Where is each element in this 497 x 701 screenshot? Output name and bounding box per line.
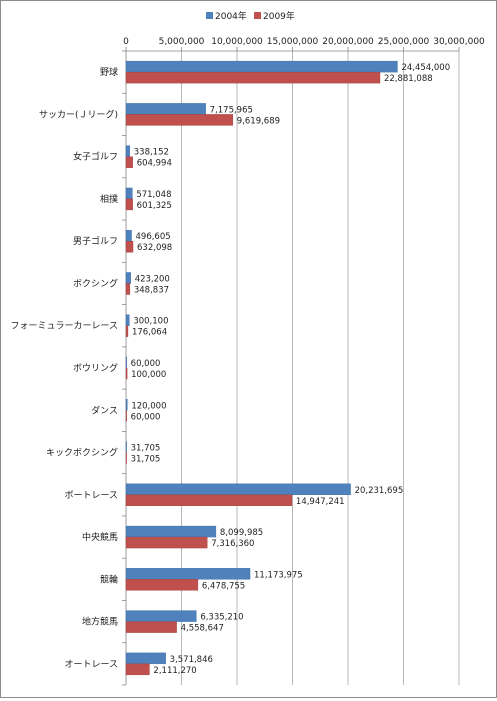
data-label-2004: 7,175,965	[210, 105, 253, 115]
category-label: 男子ゴルフ	[73, 235, 118, 247]
category-label: ボウリング	[73, 362, 118, 374]
data-label-2009: 60,000	[131, 412, 161, 422]
bars	[125, 60, 398, 676]
bar-2004	[125, 229, 132, 242]
bar-2009	[125, 663, 150, 676]
bar-2009	[125, 367, 128, 380]
category-label: フォーミュラーカーレース	[10, 321, 118, 332]
bar-2004	[125, 568, 251, 580]
data-label-2004: 60,000	[131, 359, 161, 369]
bar-2009	[125, 579, 199, 591]
bar-2004	[125, 187, 133, 200]
data-label-2009: 4,558,647	[181, 624, 224, 634]
data-label-2009: 348,837	[134, 285, 169, 295]
category-label: 女子ゴルフ	[73, 151, 118, 163]
data-label-2004: 3,571,846	[170, 655, 213, 665]
category-label: ダンス	[91, 404, 118, 416]
data-label-2004: 20,231,695	[355, 486, 404, 496]
data-label-2004: 8,099,985	[220, 528, 263, 538]
data-label-2009: 100,000	[131, 370, 166, 380]
data-label-2009: 9,619,689	[237, 116, 280, 126]
category-label: 地方競馬	[82, 616, 118, 628]
bar-2009	[125, 198, 133, 211]
bar-2009	[125, 494, 293, 506]
data-label-2004: 6,335,210	[200, 613, 243, 623]
category-label: 相撲	[100, 193, 118, 205]
data-label-2004: 496,605	[136, 232, 171, 242]
bar-2004	[125, 103, 206, 115]
bar-2009	[125, 325, 129, 337]
bar-2009	[125, 71, 381, 84]
x-axis: 0 5,000,000 10,000,000 15,000,000 20,000,000…	[123, 37, 485, 52]
bar-2004	[125, 356, 127, 369]
category-label: 競輪	[100, 573, 118, 585]
bar-2004	[125, 441, 127, 453]
x-tick-label: 10,000,000	[211, 37, 263, 47]
bar-2004	[125, 483, 351, 495]
data-label-2004: 338,152	[134, 148, 169, 158]
x-tick-label: 25,000,000	[378, 37, 430, 47]
bar-2004	[125, 652, 166, 665]
data-label-2009: 31,705	[131, 455, 161, 465]
bar-2004	[125, 145, 130, 157]
category-label: サッカー(Ｊリーグ)	[39, 108, 118, 120]
x-tick-label: 15,000,000	[267, 37, 319, 47]
category-label: ボートレース	[64, 490, 118, 501]
data-label-2004: 24,454,000	[401, 63, 450, 73]
category-label: ボクシング	[73, 277, 118, 289]
category-label: キックボクシング	[46, 447, 118, 459]
data-label-2009: 7,316,360	[211, 539, 254, 549]
data-label-2009: 601,325	[137, 201, 172, 211]
data-label-2009: 2,111,270	[153, 666, 196, 676]
bar-2009	[125, 114, 233, 126]
category-label: オートレース	[64, 659, 118, 670]
bar-2009	[125, 240, 134, 253]
data-label-2004: 120,000	[131, 401, 166, 411]
legend-swatch-2009	[254, 12, 261, 19]
bar-2004	[125, 525, 217, 538]
data-label-2004: 423,200	[135, 274, 170, 284]
bar-2009	[125, 156, 133, 168]
data-label-2009: 22,881,088	[384, 74, 433, 84]
data-label-2004: 300,100	[133, 317, 168, 327]
data-label-2009: 176,064	[132, 328, 167, 338]
data-label-2004: 571,048	[136, 190, 171, 200]
legend-label-2009: 2009年	[263, 10, 295, 22]
x-tick-label: 30,000,000	[433, 37, 485, 47]
bar-2009	[125, 410, 127, 422]
x-tick-label: 0	[123, 37, 129, 47]
legend-label-2004: 2004年	[215, 10, 247, 22]
data-label-2009: 632,098	[137, 243, 172, 253]
bar-2004	[125, 314, 130, 326]
data-label-2009: 14,947,241	[296, 497, 345, 507]
bar-2009	[125, 536, 208, 549]
category-label: 野球	[100, 66, 118, 78]
data-label-2004: 11,173,975	[254, 570, 303, 580]
data-label-2004: 31,705	[131, 444, 161, 454]
x-tick-label: 20,000,000	[322, 37, 374, 47]
data-label-2009: 604,994	[137, 159, 172, 169]
bar-2009	[125, 283, 131, 295]
category-label: 中央競馬	[82, 531, 118, 543]
x-tick-label: 5,000,000	[159, 37, 205, 47]
bar-2004	[125, 60, 398, 73]
legend-swatch-2004	[206, 12, 213, 19]
bar-2004	[125, 399, 128, 411]
bar-2009	[125, 621, 177, 633]
bar-2004	[125, 272, 131, 284]
bar-2004	[125, 610, 197, 622]
bar-2009	[125, 452, 127, 464]
legend: 2004年 2009年	[206, 10, 295, 22]
data-label-2009: 6,478,755	[202, 581, 245, 591]
